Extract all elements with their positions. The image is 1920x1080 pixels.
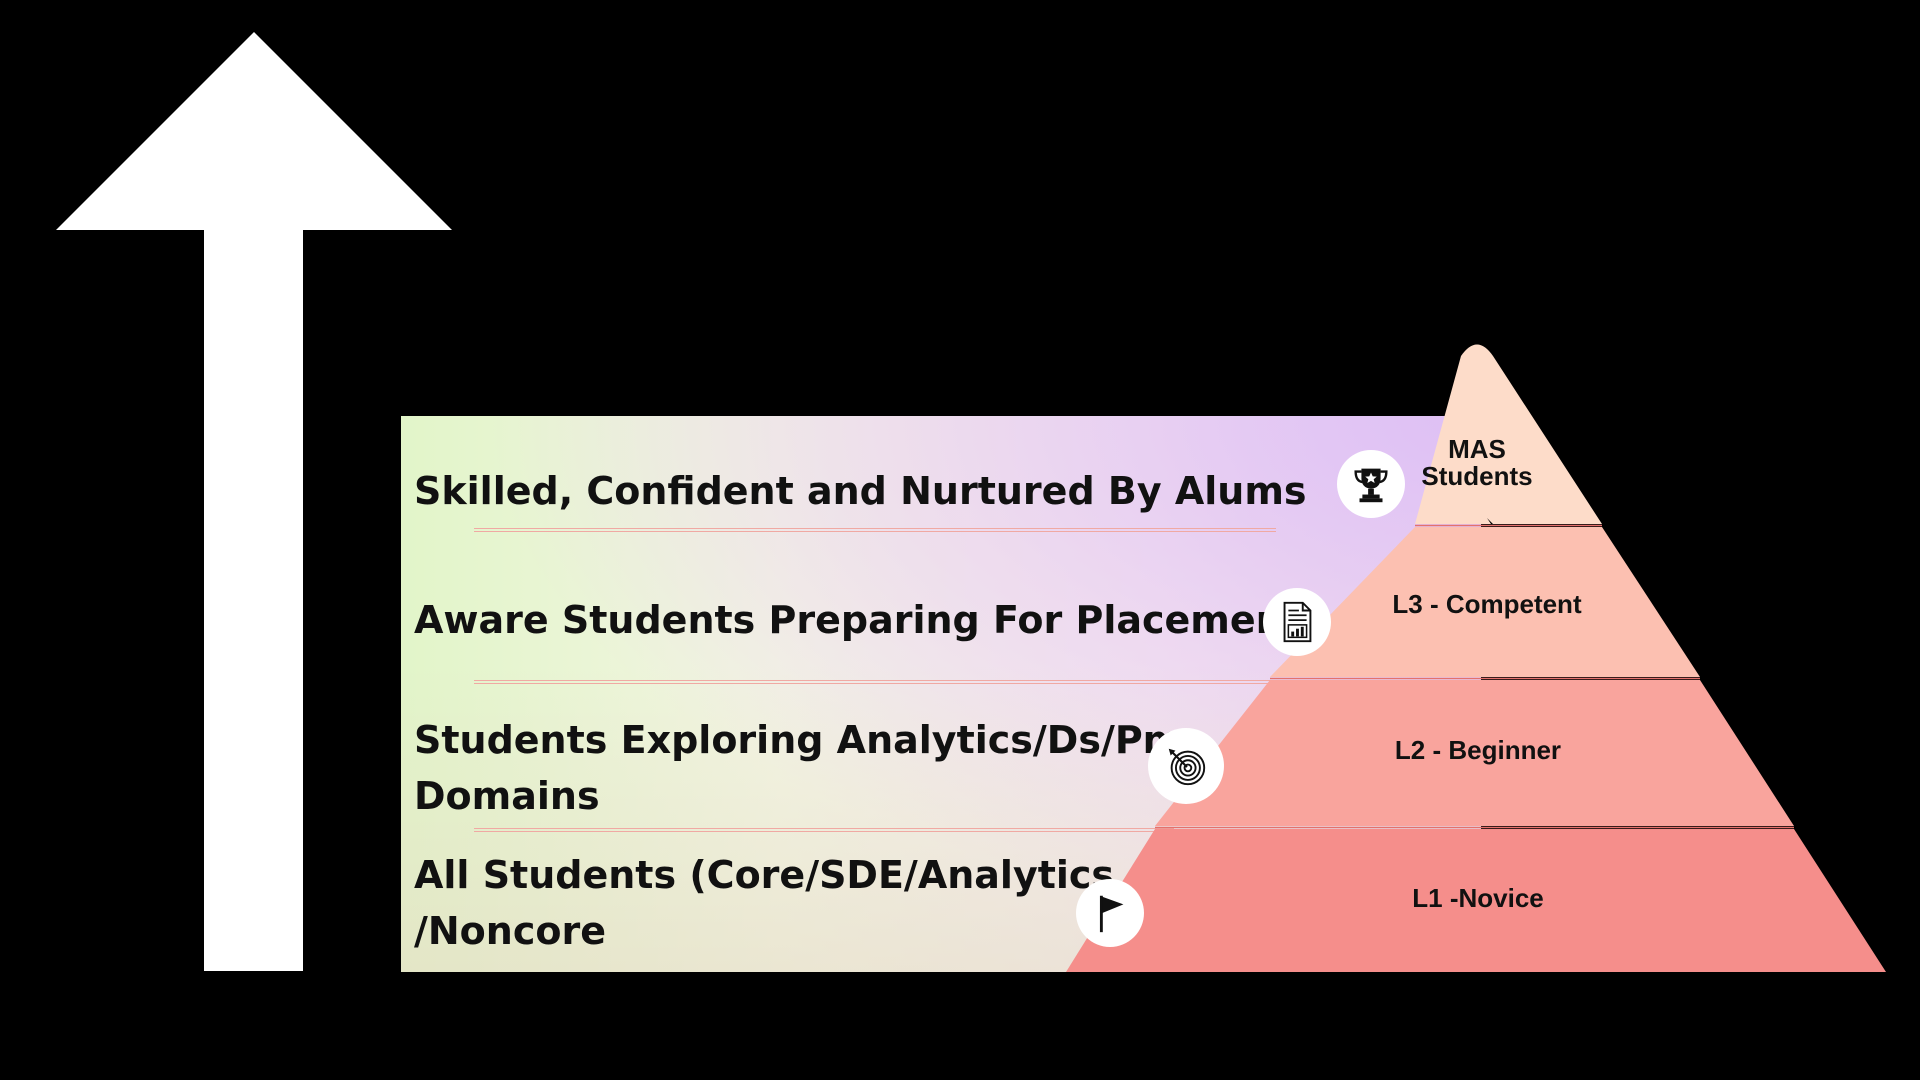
pyramid-tier-top [1415,344,1602,524]
target-icon [1168,748,1206,786]
report-chart-icon [1283,601,1312,643]
pyramid-tier-l3 [1270,527,1700,677]
trophy-icon [1354,468,1388,503]
trophy-badge [1337,450,1405,518]
report-badge [1263,588,1331,656]
level-description: All Students (Core/SDE/Analytics /Noncor… [414,853,1115,953]
row-divider [474,828,1174,832]
row-divider [474,528,1276,532]
tier-label-l3: L3 - Competent [1392,589,1582,619]
row-divider [474,680,1276,684]
level-description: Students Exploring Analytics/Ds/Pm Domai… [414,718,1183,818]
pyramid-tier-l2 [1155,680,1794,826]
flag-badge [1076,879,1144,947]
pyramid-tier-l1 [1066,829,1886,972]
tier-label-l1: L1 -Novice [1412,883,1544,913]
flag-icon [1099,895,1124,933]
target-badge [1148,728,1224,804]
level-description: Skilled, Confident and Nurtured By Alums [414,469,1307,513]
level-description: Aware Students Preparing For Placements [414,598,1324,642]
tier-label-mas: MAS Students [1421,434,1533,491]
tier-label-l2: L2 - Beginner [1394,735,1562,765]
